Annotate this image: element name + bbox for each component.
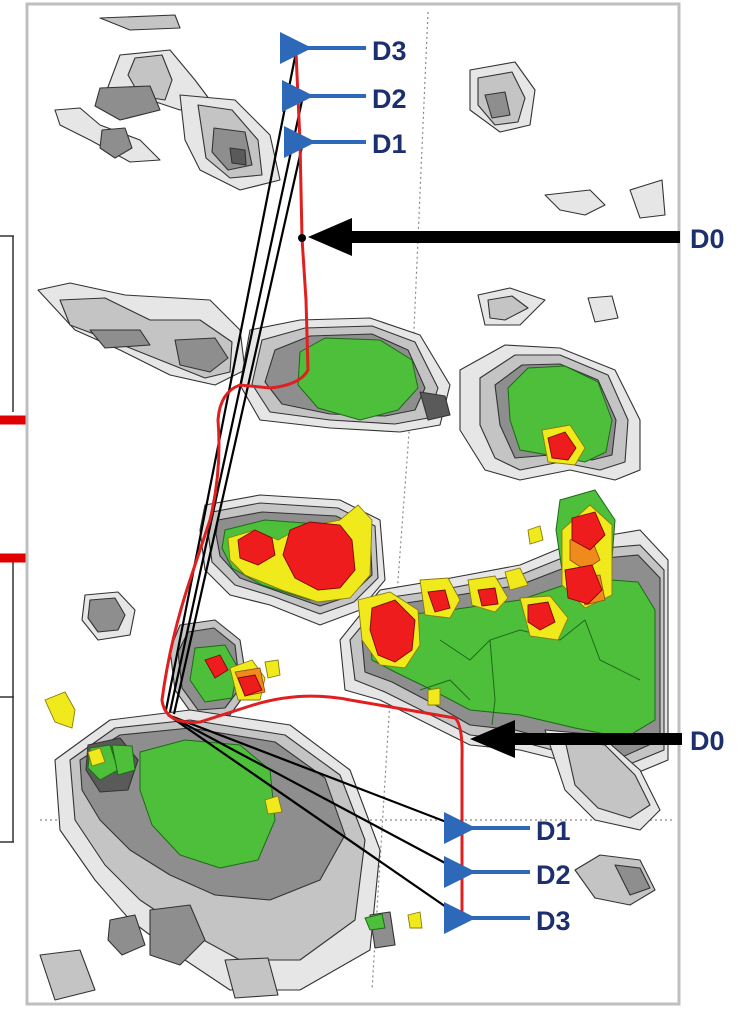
- cell-boundaries: [419, 619, 641, 726]
- label-south-d1: D1: [536, 816, 571, 846]
- label-north-d3: D3: [372, 36, 407, 66]
- label-south-d0: D0: [690, 726, 725, 756]
- label-north-d2: D2: [372, 84, 407, 114]
- arrow-left-icon: [280, 32, 530, 934]
- arrow-left-icon: [308, 218, 682, 758]
- label-south-d2: D2: [536, 860, 571, 890]
- trajectory-lines: [164, 51, 463, 919]
- storm-cells-red: [204, 431, 606, 697]
- label-south-d3: D3: [536, 906, 571, 936]
- label-north-d1: D1: [372, 129, 407, 159]
- left-panel-edge: [0, 235, 14, 843]
- label-north-d0: D0: [690, 224, 725, 254]
- storm-track-path: [160, 51, 464, 918]
